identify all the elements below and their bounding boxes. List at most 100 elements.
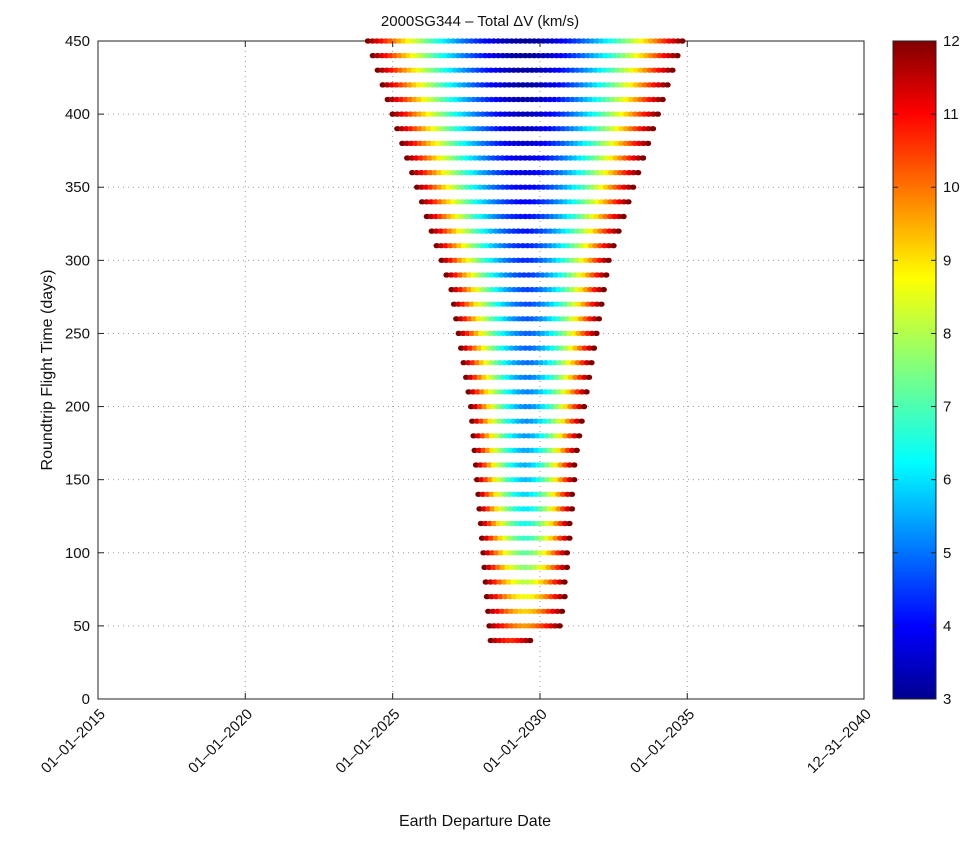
data-point: [610, 67, 617, 73]
data-point: [417, 155, 425, 161]
data-point: [438, 96, 445, 103]
data-point: [442, 243, 449, 249]
data-point: [569, 96, 576, 103]
data-point: [501, 579, 508, 585]
data-point: [524, 594, 532, 600]
data-point: [465, 67, 472, 73]
data-point: [401, 67, 409, 73]
data-point: [456, 82, 463, 88]
data-point: [540, 564, 548, 570]
data-point: [515, 111, 522, 117]
data-point: [587, 111, 594, 117]
data-point: [397, 82, 405, 88]
data-point: [442, 82, 450, 88]
data-point: [567, 345, 575, 351]
data-point: [665, 38, 673, 44]
data-point: [533, 243, 540, 249]
data-point: [508, 53, 515, 59]
data-point: [635, 140, 643, 146]
data-point: [508, 184, 515, 190]
data-point: [593, 330, 600, 336]
data-point: [612, 155, 619, 161]
data-point: [416, 126, 423, 132]
data-point: [455, 301, 462, 307]
data-point: [519, 111, 527, 117]
data-point: [475, 447, 483, 453]
data-point: [477, 462, 484, 468]
data-point: [495, 564, 502, 570]
data-point: [634, 170, 642, 176]
data-point: [544, 462, 551, 468]
data-point: [452, 287, 460, 293]
data-point: [506, 243, 513, 249]
data-point: [471, 345, 479, 351]
data-point: [535, 374, 543, 380]
data-point: [617, 155, 624, 161]
data-point: [530, 272, 537, 278]
data-point: [544, 38, 551, 44]
data-point: [502, 272, 510, 278]
data-point: [602, 38, 610, 44]
data-point: [398, 126, 406, 132]
data-point: [603, 170, 610, 176]
data-point: [589, 53, 596, 59]
data-point: [501, 228, 508, 234]
data-point: [494, 608, 501, 614]
data-point: [510, 96, 518, 103]
data-point: [472, 155, 479, 161]
data-point: [560, 257, 567, 263]
data-point: [468, 38, 475, 44]
data-point: [425, 140, 433, 146]
data-point: [436, 53, 444, 59]
data-point: [601, 82, 608, 88]
data-point: [551, 67, 558, 73]
data-point: [501, 111, 509, 117]
data-point: [533, 67, 540, 73]
data-point: [475, 287, 482, 293]
data-point: [578, 96, 585, 103]
data-point: [522, 184, 529, 190]
data-point: [494, 345, 501, 351]
data-point: [459, 199, 466, 205]
data-point: [479, 389, 486, 395]
data-point: [472, 53, 480, 59]
data-point: [501, 389, 509, 395]
data-point: [474, 96, 482, 103]
data-point: [563, 374, 570, 380]
data-point: [531, 374, 538, 380]
data-point: [486, 184, 493, 190]
data-point: [578, 287, 585, 293]
y-tick-label: 300: [65, 252, 90, 269]
data-point: [441, 38, 448, 44]
data-point: [576, 155, 583, 161]
data-point: [562, 170, 569, 176]
data-point: [616, 53, 623, 59]
data-point: [548, 38, 556, 44]
data-point: [451, 228, 458, 234]
data-point: [580, 184, 587, 190]
data-point: [423, 53, 430, 59]
data-point: [485, 345, 492, 351]
data-point: [528, 257, 536, 263]
data-point: [598, 184, 605, 190]
data-point: [530, 433, 537, 439]
data-point: [539, 213, 547, 220]
data-point: [461, 272, 469, 278]
data-point: [551, 418, 558, 424]
data-point: [596, 67, 604, 73]
data-point: [483, 257, 490, 263]
data-point: [445, 184, 452, 190]
data-point: [525, 272, 532, 278]
data-point: [501, 535, 509, 541]
data-point: [597, 213, 605, 220]
data-point: [641, 82, 649, 88]
data-point: [651, 53, 659, 59]
data-point: [612, 170, 619, 176]
data-point: [485, 608, 492, 614]
data-point: [533, 594, 541, 600]
data-point: [513, 199, 520, 205]
data-point: [625, 170, 633, 176]
data-point: [427, 199, 435, 205]
data-point: [540, 184, 547, 190]
data-point: [424, 67, 431, 73]
